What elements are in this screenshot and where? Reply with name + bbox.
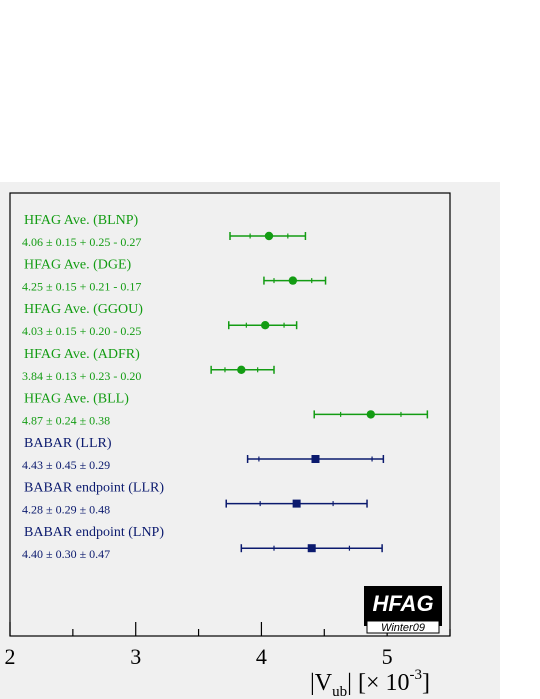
entry-value: 3.84 ± 0.13 + 0.23 - 0.20 <box>22 369 141 383</box>
logo-sub-text: Winter09 <box>381 622 425 634</box>
entry-value: 4.43 ± 0.45 ± 0.29 <box>22 458 110 472</box>
x-tick-label: 5 <box>382 644 393 669</box>
entry-value: 4.25 ± 0.15 + 0.21 - 0.17 <box>22 280 141 294</box>
x-tick-label: 2 <box>5 644 16 669</box>
entry-label: BABAR endpoint (LNP) <box>24 525 164 540</box>
entry-label: HFAG Ave. (BLNP) <box>24 213 139 228</box>
entry-value: 4.40 ± 0.30 ± 0.47 <box>22 547 110 561</box>
data-point <box>261 321 270 330</box>
entry-row: BABAR endpoint (LLR) 4.28 ± 0.29 ± 0.48 <box>22 481 368 517</box>
x-axis-tick-labels: 2 3 4 5 <box>5 644 393 669</box>
entry-row: BABAR (LLR) 4.43 ± 0.45 ± 0.29 <box>22 436 385 472</box>
entry-label: HFAG Ave. (BLL) <box>24 391 129 406</box>
entry-value: 4.03 ± 0.15 + 0.20 - 0.25 <box>22 324 141 338</box>
axis-title-suffix: | [× 10 <box>347 670 409 696</box>
axis-title-sub: ub <box>332 684 347 699</box>
data-point <box>292 499 301 508</box>
entry-row: HFAG Ave. (GGOU) 4.03 ± 0.15 + 0.20 - 0.2… <box>22 302 298 338</box>
logo-main-text: HFAG <box>372 591 433 616</box>
logo-sub-box <box>366 620 440 634</box>
entry-value: 4.87 ± 0.24 ± 0.38 <box>22 413 110 427</box>
data-point <box>264 231 274 241</box>
entry-row: HFAG Ave. (BLL) 4.87 ± 0.24 ± 0.38 <box>22 391 429 427</box>
entry-label: HFAG Ave. (DGE) <box>24 258 132 273</box>
x-axis-title: |Vub| [× 10-3] <box>310 667 430 699</box>
entry-value: 4.28 ± 0.29 ± 0.48 <box>22 503 110 517</box>
data-point <box>237 365 246 374</box>
entry-label: HFAG Ave. (ADFR) <box>24 347 140 362</box>
entry-row: BABAR endpoint (LNP) 4.40 ± 0.30 ± 0.47 <box>22 525 383 561</box>
axis-title-close: ] <box>422 670 430 696</box>
data-point <box>311 455 320 463</box>
axis-title-sup: -3 <box>409 667 422 683</box>
data-point <box>366 410 375 419</box>
measurement-entries: HFAG Ave. (BLNP) 4.06 ± 0.15 + 0.25 - 0.2… <box>22 213 429 561</box>
entry-row: HFAG Ave. (DGE) 4.25 ± 0.15 + 0.21 - 0.17 <box>22 258 327 294</box>
entry-row: HFAG Ave. (BLNP) 4.06 ± 0.15 + 0.25 - 0.2… <box>22 213 307 249</box>
axis-title-prefix: |V <box>310 670 333 696</box>
entry-row: HFAG Ave. (ADFR) 3.84 ± 0.13 + 0.23 - 0.2… <box>22 347 275 383</box>
data-point <box>307 544 316 553</box>
hfag-logo: HFAG Winter09 <box>364 586 442 634</box>
entry-value: 4.06 ± 0.15 + 0.25 - 0.27 <box>22 235 141 249</box>
entry-label: BABAR endpoint (LLR) <box>24 481 164 496</box>
entry-label: HFAG Ave. (GGOU) <box>24 302 143 317</box>
logo-box <box>364 586 442 626</box>
x-tick-label: 3 <box>130 644 141 669</box>
x-tick-label: 4 <box>256 644 267 669</box>
data-point <box>288 276 298 285</box>
entry-label: BABAR (LLR) <box>24 436 112 451</box>
